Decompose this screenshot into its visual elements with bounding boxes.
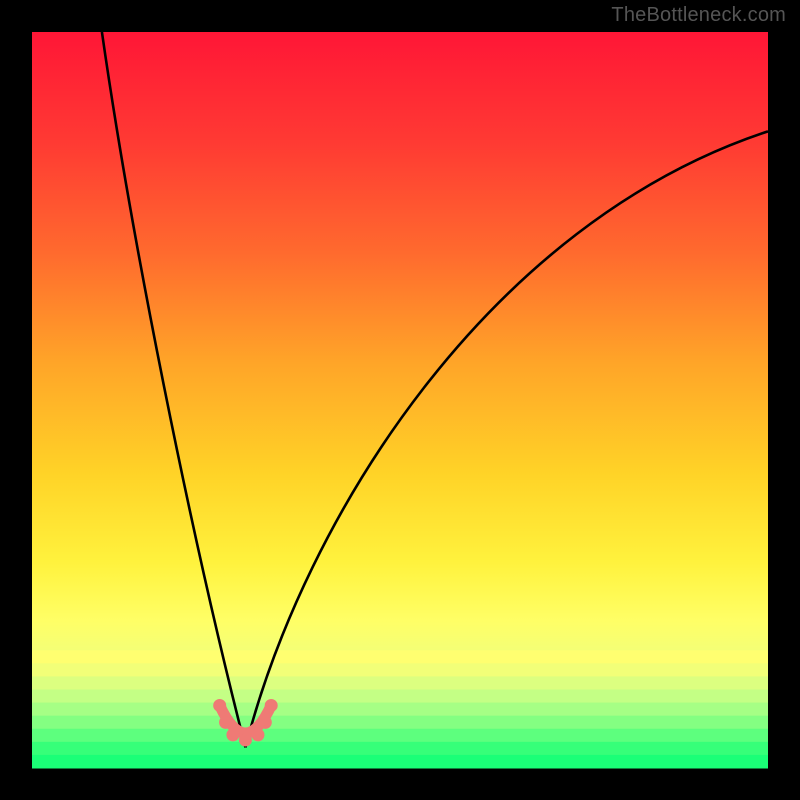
bottleneck-chart xyxy=(0,0,800,800)
chart-container: TheBottleneck.com xyxy=(0,0,800,800)
green-bands xyxy=(32,650,768,768)
watermark-text: TheBottleneck.com xyxy=(611,4,786,27)
